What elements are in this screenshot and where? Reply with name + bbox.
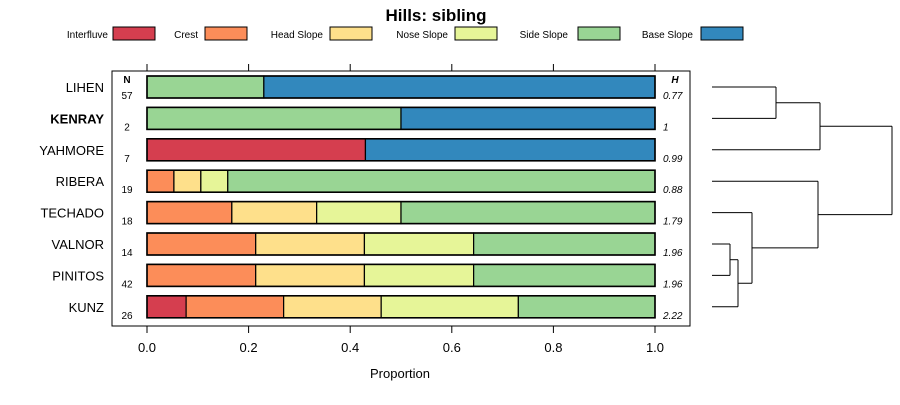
bar-segment-yahmore-base-slope [364, 138, 656, 162]
bar-segment-valnor-nose-slope [363, 232, 475, 256]
row-label-kunz: KUNZ [69, 300, 104, 315]
bar-segment-valnor-head-slope [255, 232, 366, 256]
legend-label-nose-slope: Nose Slope [396, 30, 448, 41]
row-label-valnor: VALNOR [52, 237, 105, 252]
bar-segment-kunz-crest [185, 295, 285, 319]
bar-segment-ribera-side-slope [227, 169, 656, 193]
n-value-yahmore: 7 [124, 154, 130, 165]
h-value-ribera: 0.88 [663, 185, 683, 196]
dendrogram [712, 86, 893, 308]
bar-segment-ribera-crest [146, 169, 175, 193]
n-value-lihen: 57 [121, 91, 133, 102]
bar-segment-kenray-side-slope [146, 106, 402, 131]
bar-outline-kenray [146, 106, 656, 131]
bar-segment-lihen-base-slope [263, 75, 656, 99]
bar-segment-ribera-head-slope [173, 169, 202, 193]
bar-segment-kunz-head-slope [283, 295, 382, 319]
h-value-techado: 1.79 [663, 217, 683, 228]
bar-segment-lihen-side-slope [146, 75, 265, 99]
bar-outline-techado [146, 200, 656, 225]
tick-label-1.0: 1.0 [646, 340, 664, 355]
row-label-techado: TECHADO [40, 206, 104, 221]
bar-segment-kunz-side-slope [517, 295, 656, 319]
h-value-pinitos: 1.96 [663, 279, 683, 290]
legend-swatch-interfluve [112, 26, 156, 41]
bars: LIHEN 57 0.77 KENRAY 2 1 YAHMORE 7 0.99 RIBERA 19 0… [39, 75, 683, 322]
n-value-ribera: 19 [121, 185, 133, 196]
tick-label-0.6: 0.6 [443, 340, 461, 355]
h-value-kenray: 1 [663, 122, 669, 133]
tick-label-0.2: 0.2 [240, 340, 258, 355]
legend-label-crest: Crest [174, 30, 198, 41]
bar-outline-lihen [146, 75, 656, 99]
n-value-techado: 18 [121, 217, 133, 228]
legend-label-interfluve: Interfluve [67, 30, 109, 41]
legend-swatch-crest [204, 26, 248, 41]
bar-segment-yahmore-interfluve [146, 138, 367, 162]
tick-label-0.0: 0.0 [138, 340, 156, 355]
legend-label-side-slope: Side Slope [520, 30, 569, 41]
bar-segment-pinitos-crest [146, 263, 257, 287]
legend-label-head-slope: Head Slope [271, 30, 324, 41]
bar-segment-techado-side-slope [400, 201, 656, 225]
bar-segment-valnor-side-slope [473, 232, 656, 256]
bar-segment-techado-crest [146, 201, 233, 225]
n-value-pinitos: 42 [121, 279, 133, 290]
legend-label-base-slope: Base Slope [642, 30, 694, 41]
row-label-kenray: KENRAY [50, 111, 104, 126]
row-label-lihen: LIHEN [66, 80, 104, 95]
bar-outline-yahmore [146, 138, 656, 162]
bar-segment-kenray-base-slope [400, 106, 656, 131]
n-value-kenray: 2 [124, 122, 130, 133]
legend: Interfluve Crest Head Slope Nose Slope Side … [67, 26, 744, 41]
bar-outline-pinitos [146, 263, 656, 288]
legend-swatch-side-slope [577, 26, 621, 41]
bar-segment-pinitos-nose-slope [363, 263, 475, 287]
h-value-yahmore: 0.99 [663, 154, 683, 165]
h-value-lihen: 0.77 [663, 91, 683, 102]
bar-segment-pinitos-side-slope [473, 263, 656, 287]
bar-segment-kunz-nose-slope [380, 295, 519, 319]
row-label-pinitos: PINITOS [52, 268, 104, 283]
legend-swatch-head-slope [329, 26, 373, 41]
h-value-valnor: 1.96 [663, 248, 683, 259]
n-value-valnor: 14 [121, 248, 133, 259]
tick-label-0.4: 0.4 [341, 340, 359, 355]
n-column-header: N [123, 75, 130, 86]
bar-segment-ribera-nose-slope [200, 169, 229, 193]
h-value-kunz: 2.22 [662, 311, 683, 322]
legend-swatch-base-slope [700, 26, 744, 41]
bar-segment-pinitos-head-slope [255, 263, 366, 287]
bar-outline-kunz [146, 294, 656, 319]
bar-outline-valnor [146, 232, 656, 256]
bar-outline-ribera [146, 169, 656, 193]
h-column-header: H [671, 75, 679, 86]
bar-segment-valnor-crest [146, 232, 257, 256]
x-axis-label: Proportion [370, 366, 430, 381]
n-value-kunz: 26 [121, 311, 133, 322]
row-label-yahmore: YAHMORE [39, 143, 104, 158]
legend-swatch-nose-slope [454, 26, 498, 41]
plot-frame [111, 70, 691, 327]
bar-segment-kunz-interfluve [146, 295, 187, 319]
bar-segment-techado-head-slope [231, 201, 318, 225]
bar-segment-techado-nose-slope [316, 201, 402, 225]
x-axis: 0.0 0.2 0.4 0.6 0.8 1.0 [138, 64, 664, 355]
tick-label-0.8: 0.8 [544, 340, 562, 355]
chart-title: Hills: sibling [385, 6, 486, 25]
row-label-ribera: RIBERA [56, 174, 105, 189]
